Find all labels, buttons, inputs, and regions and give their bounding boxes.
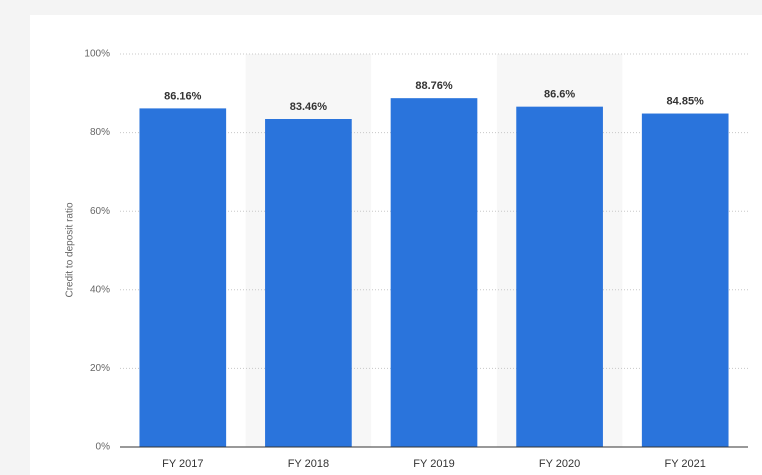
bar	[265, 119, 352, 447]
y-tick-label: 20%	[90, 363, 110, 374]
y-tick-label: 0%	[96, 442, 111, 453]
y-tick-label: 40%	[90, 284, 110, 295]
bar	[139, 108, 227, 447]
x-tick-label: FY 2020	[539, 458, 580, 470]
y-tick-label: 60%	[90, 206, 110, 217]
value-label: 88.76%	[415, 80, 453, 92]
x-tick-label: FY 2017	[162, 458, 203, 470]
x-tick-label: FY 2021	[665, 458, 706, 470]
x-tick-label: FY 2019	[413, 458, 454, 470]
bar	[641, 113, 729, 448]
value-label: 86.6%	[544, 89, 575, 101]
value-label: 86.16%	[164, 90, 202, 102]
y-tick-label: 80%	[90, 127, 110, 138]
y-axis-label: Credit to deposit ratio	[65, 202, 76, 297]
x-tick-label: FY 2018	[288, 458, 329, 470]
value-label: 83.46%	[290, 101, 328, 113]
bar	[516, 106, 603, 448]
bar	[390, 98, 478, 447]
y-tick-label: 100%	[84, 49, 110, 60]
value-label: 84.85%	[667, 95, 705, 107]
